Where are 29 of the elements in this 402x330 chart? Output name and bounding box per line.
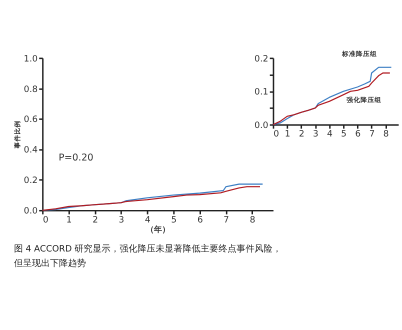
y-tick-label: 0.2 bbox=[24, 176, 38, 186]
x-tick-label: 3 bbox=[118, 215, 124, 226]
x-tick-label: 7 bbox=[224, 215, 230, 226]
x-tick-label: 4 bbox=[326, 130, 333, 140]
x-tick-label: 5 bbox=[171, 215, 177, 226]
y-tick-label: 0.4 bbox=[24, 146, 38, 156]
x-tick-label: 8 bbox=[250, 215, 256, 226]
y-tick-label: 0.1 bbox=[254, 88, 268, 98]
x-tick-label: 0 bbox=[273, 130, 280, 140]
x-tick-label: 2 bbox=[298, 130, 304, 140]
x-tick-label: 7 bbox=[369, 130, 375, 140]
x-tick-label: 8 bbox=[383, 130, 389, 140]
x-tick-label: 5 bbox=[341, 130, 347, 140]
y-tick-label: 1.0 bbox=[24, 54, 38, 64]
x-tick-label: 6 bbox=[197, 215, 204, 226]
x-tick-label: 4 bbox=[144, 215, 151, 226]
x-tick-label: 1 bbox=[284, 130, 290, 140]
y-tick-label: 0.2 bbox=[254, 54, 268, 64]
y-tick-label: 0.0 bbox=[254, 120, 268, 131]
x-tick-label: 3 bbox=[312, 130, 318, 140]
y-tick-label: 0.8 bbox=[24, 84, 38, 95]
caption: 图 4 ACCORD 研究显示，强化降压未显著降低主要终点事件风险，但呈现出下降趋势 bbox=[14, 243, 282, 269]
y-tick-label: 0.6 bbox=[24, 115, 38, 126]
x-tick-label: 1 bbox=[66, 215, 72, 226]
y-tick-label: 0.0 bbox=[24, 206, 38, 217]
annotation: P=0.20 bbox=[58, 152, 94, 164]
x-tick-label: 0 bbox=[42, 215, 48, 226]
x-tick-label: 2 bbox=[92, 215, 98, 226]
x-tick-label: 6 bbox=[355, 130, 362, 140]
